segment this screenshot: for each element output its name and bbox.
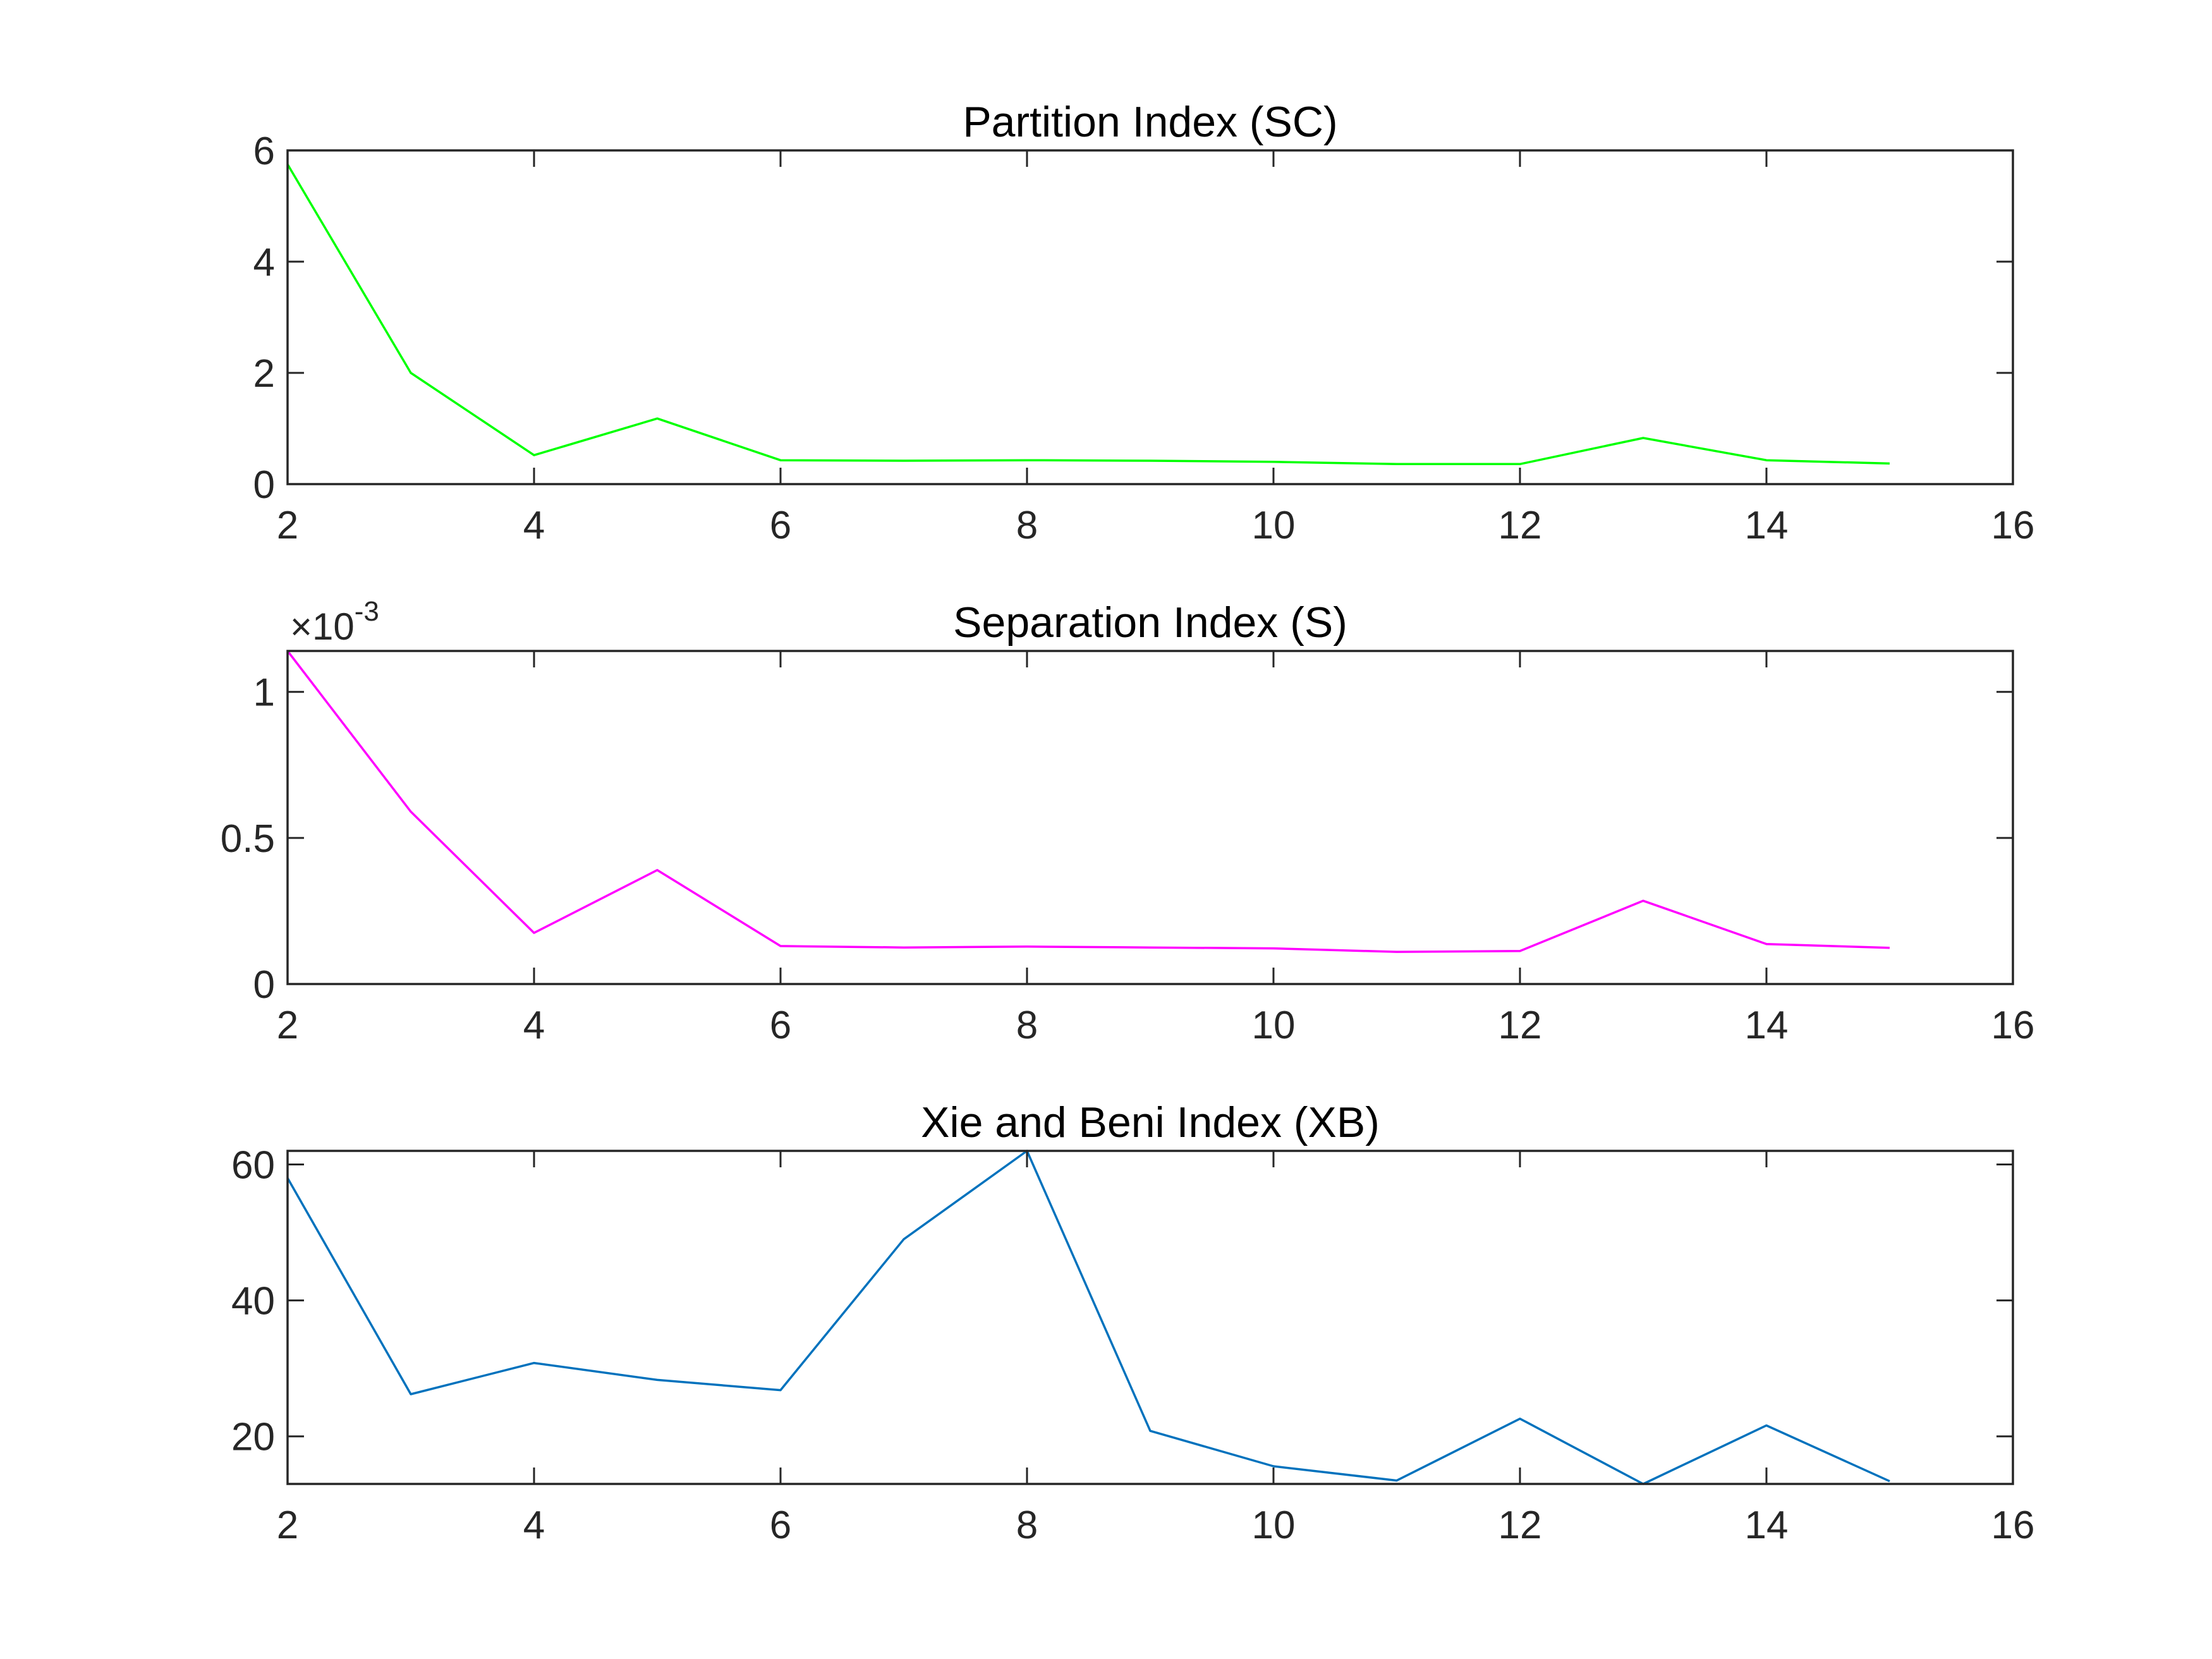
series-line-1 (286, 164, 1890, 466)
x-tick-label: 2 (277, 504, 298, 547)
subplot-2: Separation Index (S) 2 4 6 8 10 12 14 16 0 0.5 1 ×10… (221, 596, 2035, 1047)
x-tick-label: 4 (523, 1504, 545, 1547)
axes-box-3 (286, 1150, 2014, 1485)
y-tick-label: 6 (253, 130, 275, 173)
x-tick-label: 12 (1498, 504, 1542, 547)
x-tick-label: 12 (1498, 1004, 1542, 1047)
x-tick-label: 12 (1498, 1504, 1542, 1547)
x-tick-label: 6 (770, 1004, 791, 1047)
y-tick-label: 4 (253, 241, 275, 284)
x-tick-label: 10 (1252, 1004, 1296, 1047)
subplot-3: Xie and Beni Index (XB) 2 4 6 8 10 12 14 16 20 40 6… (231, 1098, 2034, 1547)
y-tick-label: 60 (231, 1144, 275, 1188)
series-line-3 (286, 1150, 1890, 1485)
x-tick-label: 2 (277, 1504, 298, 1547)
x-tick-label: 14 (1745, 1504, 1789, 1547)
x-tick-label: 8 (1016, 504, 1038, 547)
y-tick-label: 1 (253, 671, 275, 715)
x-tick-label: 8 (1016, 1504, 1038, 1547)
y-tick-label: 40 (231, 1280, 275, 1323)
x-tick-label: 14 (1745, 1004, 1789, 1047)
x-tick-label: 10 (1252, 1504, 1296, 1547)
y-tick-label: 20 (231, 1416, 275, 1459)
x-tick-label: 16 (1991, 1004, 2035, 1047)
x-tick-label: 6 (770, 1504, 791, 1547)
y-tick-label: 0.5 (221, 817, 275, 861)
x-tick-label: 2 (277, 1004, 298, 1047)
x-tick-label: 8 (1016, 1004, 1038, 1047)
subplot-2-title: Separation Index (S) (953, 599, 1347, 647)
axes-box-1 (286, 149, 2014, 485)
x-tick-label: 10 (1252, 504, 1296, 547)
x-tick-label: 4 (523, 1004, 545, 1047)
axes-box-2 (286, 650, 2014, 985)
series-line-2 (286, 650, 1890, 953)
y-exponent-label: ×10-3 (290, 596, 379, 648)
subplot-1-title: Partition Index (SC) (963, 98, 1337, 146)
y-tick-label: 0 (253, 963, 275, 1007)
y-exponent-base: ×10 (290, 605, 355, 648)
subplot-3-title: Xie and Beni Index (XB) (921, 1098, 1380, 1146)
x-tick-label: 6 (770, 504, 791, 547)
y-tick-label: 0 (253, 463, 275, 507)
x-tick-label: 4 (523, 504, 545, 547)
y-tick-label: 2 (253, 352, 275, 396)
x-tick-label: 16 (1991, 1504, 2035, 1547)
x-tick-label: 16 (1991, 504, 2035, 547)
y-exponent-power: -3 (355, 596, 379, 627)
x-tick-label: 14 (1745, 504, 1789, 547)
